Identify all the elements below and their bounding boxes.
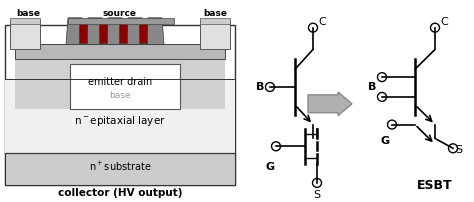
Bar xyxy=(68,18,174,24)
Bar xyxy=(10,20,40,49)
Text: S: S xyxy=(313,190,320,200)
Polygon shape xyxy=(86,18,104,44)
Text: B: B xyxy=(255,82,264,92)
Bar xyxy=(5,153,235,185)
Polygon shape xyxy=(126,18,144,44)
Bar xyxy=(15,54,225,109)
Text: B: B xyxy=(368,82,376,92)
Text: n$^-$epitaxial layer: n$^-$epitaxial layer xyxy=(74,114,166,128)
Text: C: C xyxy=(440,17,448,27)
Polygon shape xyxy=(146,18,164,44)
FancyArrow shape xyxy=(308,92,352,116)
Text: emitter drain: emitter drain xyxy=(88,77,152,87)
Bar xyxy=(70,64,180,109)
Text: S: S xyxy=(455,145,462,155)
Bar xyxy=(99,22,107,43)
Polygon shape xyxy=(106,18,124,44)
Bar xyxy=(10,18,40,24)
Text: collector (HV output): collector (HV output) xyxy=(58,188,182,198)
Text: n$^+$substrate: n$^+$substrate xyxy=(89,160,151,173)
Text: base: base xyxy=(109,91,131,100)
Bar xyxy=(119,22,127,43)
Bar xyxy=(200,18,230,24)
Text: G: G xyxy=(381,136,390,146)
Polygon shape xyxy=(66,18,84,44)
Text: ESBT: ESBT xyxy=(417,179,453,192)
Text: base: base xyxy=(203,9,227,18)
Bar xyxy=(5,79,235,185)
Bar xyxy=(200,20,230,49)
Bar xyxy=(15,44,225,59)
Text: base: base xyxy=(16,9,40,18)
Text: source: source xyxy=(103,9,137,18)
Bar xyxy=(79,22,87,43)
Text: G: G xyxy=(265,162,274,172)
Text: C: C xyxy=(318,17,326,27)
Bar xyxy=(5,25,235,185)
Bar xyxy=(139,22,147,43)
